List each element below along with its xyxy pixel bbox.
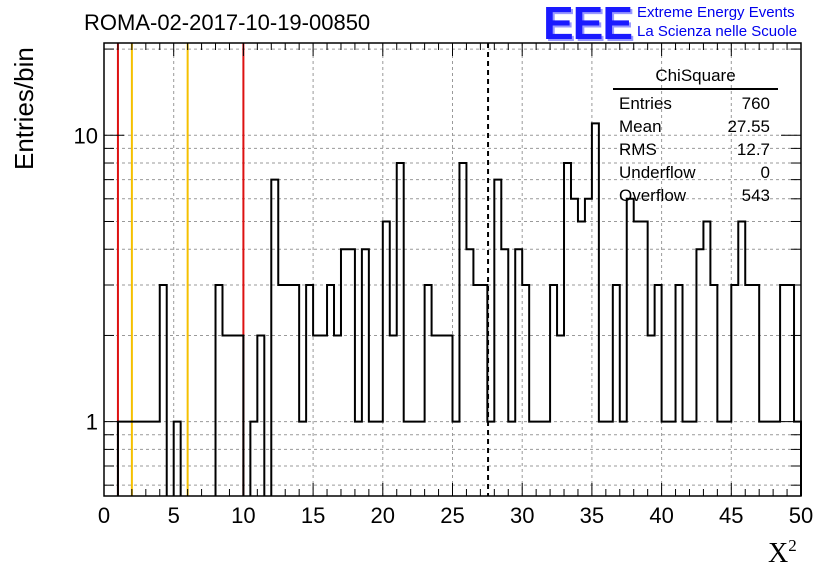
histogram-bars: [116, 122, 802, 496]
x-tick-label: 30: [510, 503, 534, 528]
stats-value: 0: [760, 163, 770, 182]
y-tick-label: 1: [86, 410, 98, 435]
y-tick-label: 10: [74, 123, 98, 148]
stats-box-title: ChiSquare: [613, 66, 778, 90]
x-tick-label: 35: [580, 503, 604, 528]
stats-value: 760: [741, 94, 770, 113]
stats-row-underflow: Underflow 0: [613, 161, 778, 184]
x-tick-label: 45: [719, 503, 743, 528]
logo-line-2: La Scienza nelle Scuole: [637, 23, 798, 40]
stats-label: Mean: [619, 117, 662, 136]
chart-title: ROMA-02-2017-10-19-00850: [84, 10, 371, 35]
stats-value: 12.7: [736, 140, 770, 159]
stats-row-entries: Entries 760: [613, 92, 778, 115]
stats-box: ChiSquare Entries 760 Mean 27.55 RMS 12.7 U…: [613, 66, 778, 207]
x-tick-label: 5: [168, 503, 180, 528]
stats-value: 543: [741, 186, 770, 205]
stats-label: Overflow: [619, 186, 687, 205]
stats-label: RMS: [619, 140, 657, 159]
x-axis-label-superscript: 2: [788, 536, 797, 555]
stats-row-mean: Mean 27.55: [613, 115, 778, 138]
y-axis-label: Entries/bin: [9, 47, 39, 170]
x-tick-label: 20: [371, 503, 395, 528]
x-tick-label: 40: [649, 503, 673, 528]
stats-value: 27.55: [727, 117, 770, 136]
x-tick-label: 50: [789, 503, 813, 528]
x-tick-label: 25: [440, 503, 464, 528]
x-axis-label-base: X: [768, 538, 789, 569]
stats-row-overflow: Overflow 543: [613, 184, 778, 207]
logo-line-1: Extreme Energy Events: [637, 4, 795, 21]
stats-label: Entries: [619, 94, 672, 113]
logo-text: Extreme Energy Events La Scienza nelle S…: [637, 3, 797, 41]
stats-label: Underflow: [619, 163, 696, 182]
stats-row-rms: RMS 12.7: [613, 138, 778, 161]
eee-logo: EEE: [543, 0, 633, 49]
x-tick-label: 15: [301, 503, 325, 528]
x-axis-label: X2: [768, 536, 797, 570]
x-tick-label: 10: [231, 503, 255, 528]
x-tick-label: 0: [98, 503, 110, 528]
